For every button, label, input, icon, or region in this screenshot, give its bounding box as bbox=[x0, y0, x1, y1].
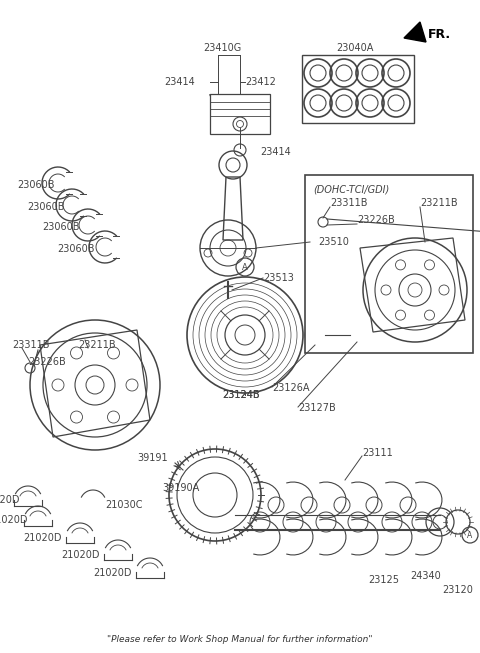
Text: 23311B: 23311B bbox=[12, 340, 49, 350]
Polygon shape bbox=[404, 22, 426, 42]
Text: 23311B: 23311B bbox=[330, 198, 368, 208]
Text: 23414: 23414 bbox=[260, 147, 291, 157]
FancyBboxPatch shape bbox=[305, 175, 473, 353]
Text: 23060B: 23060B bbox=[17, 180, 55, 190]
Text: FR.: FR. bbox=[428, 29, 451, 42]
FancyBboxPatch shape bbox=[210, 94, 270, 134]
Text: A: A bbox=[468, 530, 473, 539]
Text: 23125: 23125 bbox=[368, 575, 399, 585]
Text: 23127B: 23127B bbox=[298, 403, 336, 413]
Text: 23124B: 23124B bbox=[222, 390, 260, 400]
FancyBboxPatch shape bbox=[302, 55, 414, 123]
Text: 23226B: 23226B bbox=[28, 357, 66, 367]
Text: 23226B: 23226B bbox=[357, 215, 395, 225]
Text: 23211B: 23211B bbox=[78, 340, 116, 350]
Text: 21020D: 21020D bbox=[94, 568, 132, 578]
Text: 23060B: 23060B bbox=[58, 244, 95, 254]
Text: 23111: 23111 bbox=[362, 448, 393, 458]
Text: 23510: 23510 bbox=[318, 237, 349, 247]
Text: (DOHC-TCI/GDI): (DOHC-TCI/GDI) bbox=[313, 184, 389, 194]
Text: 21020D: 21020D bbox=[24, 533, 62, 543]
Text: 23513: 23513 bbox=[263, 273, 294, 283]
Text: 23410G: 23410G bbox=[203, 43, 241, 53]
Text: 23414: 23414 bbox=[164, 77, 195, 87]
Text: 23124B: 23124B bbox=[222, 390, 260, 400]
Text: 21020D: 21020D bbox=[61, 550, 100, 560]
Text: "Please refer to Work Shop Manual for further information": "Please refer to Work Shop Manual for fu… bbox=[107, 635, 373, 645]
Text: 24340: 24340 bbox=[410, 571, 441, 581]
Text: 21020D: 21020D bbox=[0, 495, 20, 505]
Text: 23120: 23120 bbox=[442, 585, 473, 595]
Text: 39190A: 39190A bbox=[163, 483, 200, 493]
FancyBboxPatch shape bbox=[350, 328, 364, 342]
Text: 23412: 23412 bbox=[245, 77, 276, 87]
Text: 23040A: 23040A bbox=[336, 43, 374, 53]
Text: 21030C: 21030C bbox=[105, 500, 143, 510]
Text: 21020D: 21020D bbox=[0, 515, 28, 525]
Text: 23060B: 23060B bbox=[43, 222, 80, 232]
Text: 39191: 39191 bbox=[137, 453, 168, 463]
Text: A: A bbox=[242, 263, 248, 272]
Text: 23126A: 23126A bbox=[272, 383, 310, 393]
Text: 23060B: 23060B bbox=[27, 202, 65, 212]
Text: 23211B: 23211B bbox=[420, 198, 457, 208]
